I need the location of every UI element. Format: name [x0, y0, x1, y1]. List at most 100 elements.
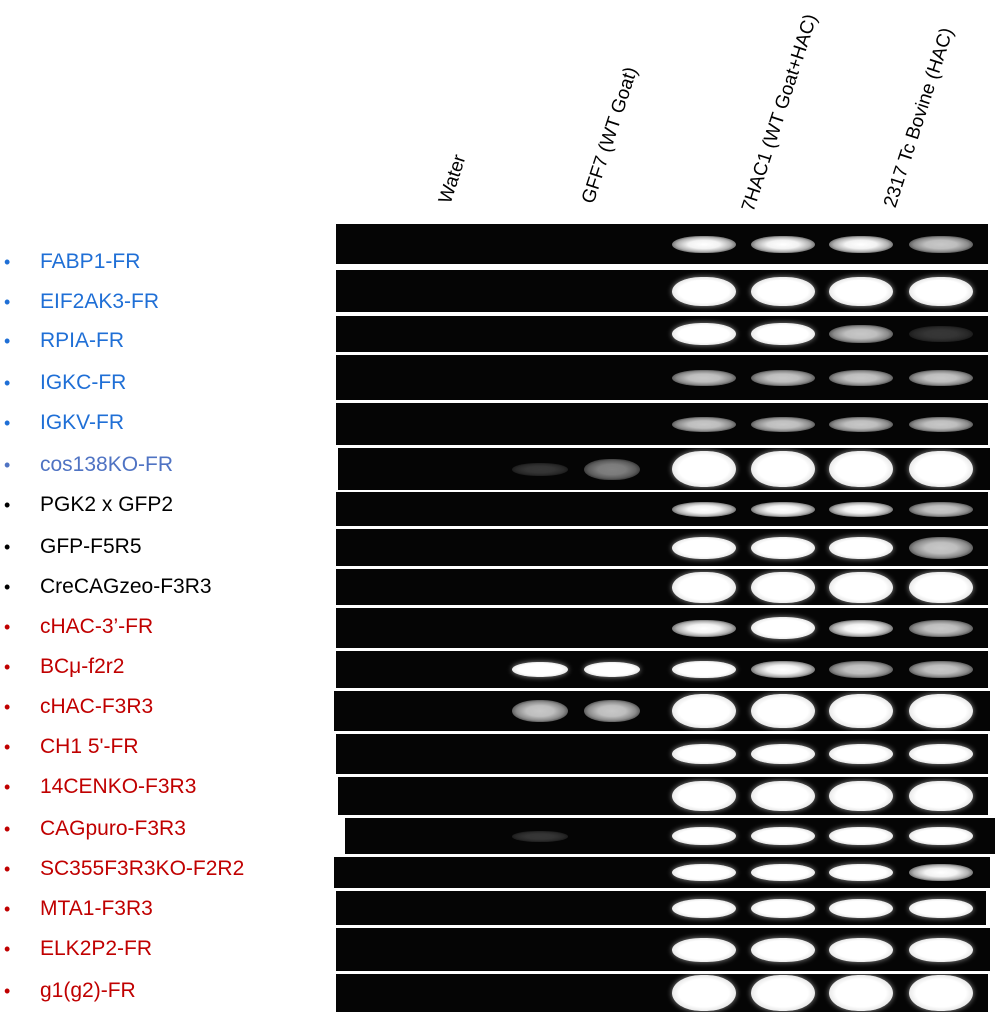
gel-band [751, 417, 815, 432]
gel-band [909, 277, 973, 306]
gel-band [672, 572, 736, 603]
row-label-text: CH1 5'-FR [40, 735, 139, 758]
gel-strip [336, 355, 988, 400]
row-label-text: RPIA-FR [40, 329, 124, 352]
gel-strip [336, 608, 988, 648]
row-label: • cHAC-F3R3 [0, 692, 153, 722]
row-label: • BCμ-f2r2 [0, 652, 124, 682]
gel-band [672, 864, 736, 881]
gel-band [751, 502, 815, 517]
gel-band [672, 323, 736, 345]
bullet-icon: • [4, 657, 11, 677]
gel-band [829, 236, 893, 253]
gel-band [751, 938, 815, 962]
gel-band [909, 975, 973, 1011]
row-label: • g1(g2)-FR [0, 976, 136, 1006]
gel-band [672, 277, 736, 306]
gel-strip [336, 492, 988, 526]
bullet-icon: • [4, 617, 11, 637]
row-label: • RPIA-FR [0, 326, 124, 356]
gel-band [672, 781, 736, 811]
gel-strip [338, 448, 990, 490]
row-label-text: cos138KO-FR [40, 453, 174, 476]
row-label: • ELK2P2-FR [0, 934, 152, 964]
gel-band [829, 938, 893, 962]
row-label: • CreCAGzeo-F3R3 [0, 572, 212, 602]
gel-band [909, 502, 973, 517]
row-label-text: CAGpuro-F3R3 [40, 817, 186, 840]
bullet-icon: • [4, 373, 11, 393]
row-label-text: MTA1-F3R3 [40, 897, 153, 920]
row-label: • GFP-F5R5 [0, 532, 142, 562]
gel-band [909, 572, 973, 603]
gel-band [751, 694, 815, 728]
gel-strip [336, 316, 988, 352]
row-label: • EIF2AK3-FR [0, 287, 159, 317]
gel-band [829, 899, 893, 918]
gel-strip [336, 529, 988, 566]
gel-band [829, 781, 893, 811]
bullet-icon: • [4, 292, 11, 312]
gel-band [751, 323, 815, 345]
gel-band [909, 451, 973, 487]
row-label: • cHAC-3’-FR [0, 612, 153, 642]
gel-band [672, 236, 736, 253]
lane-header-water: Water [435, 152, 471, 207]
gel-band [672, 502, 736, 517]
gel-band [672, 938, 736, 962]
gel-band [751, 617, 815, 639]
row-label: • IGKV-FR [0, 408, 124, 438]
gel-strip [338, 777, 988, 815]
bullet-icon: • [4, 737, 11, 757]
gel-band [751, 661, 815, 678]
gel-band [672, 451, 736, 487]
row-label: • MTA1-F3R3 [0, 894, 153, 924]
gel-band [751, 236, 815, 253]
row-label-text: GFP-F5R5 [40, 535, 142, 558]
gel-strip [336, 403, 988, 445]
gel-band [909, 661, 973, 678]
gel-band [512, 463, 568, 476]
row-label-text: FABP1-FR [40, 250, 141, 273]
gel-strip [334, 857, 990, 888]
row-label: • IGKC-FR [0, 368, 126, 398]
gel-band [829, 572, 893, 603]
gel-band [512, 662, 568, 677]
gel-band [829, 537, 893, 559]
gel-band [584, 700, 640, 722]
lane-header-gff7: GFF7 (WT Goat) [578, 64, 642, 207]
gel-strip [345, 818, 995, 854]
row-label: • FABP1-FR [0, 247, 140, 277]
gel-band [829, 325, 893, 343]
gel-band [672, 694, 736, 728]
bullet-icon: • [4, 413, 11, 433]
gel-band [909, 827, 973, 845]
row-label-text: EIF2AK3-FR [40, 290, 160, 313]
bullet-icon: • [4, 939, 11, 959]
gel-band [751, 744, 815, 764]
bullet-icon: • [4, 697, 11, 717]
gel-strip [336, 734, 988, 774]
gel-band [751, 277, 815, 306]
row-label: • CAGpuro-F3R3 [0, 814, 186, 844]
gel-band [672, 975, 736, 1011]
gel-band [751, 899, 815, 918]
gel-band [909, 236, 973, 253]
bullet-icon: • [4, 819, 11, 839]
gel-band [751, 537, 815, 559]
row-label: • PGK2 x GFP2 [0, 490, 173, 520]
gel-band [751, 864, 815, 881]
gel-band [672, 744, 736, 764]
gel-band [909, 781, 973, 811]
row-label-text: cHAC-3’-FR [40, 615, 154, 638]
gel-band [909, 864, 973, 881]
gel-band [512, 831, 568, 842]
bullet-icon: • [4, 981, 11, 1001]
gel-band [829, 827, 893, 845]
gel-band [829, 975, 893, 1011]
gel-band [909, 938, 973, 962]
bullet-icon: • [4, 495, 11, 515]
gel-band [909, 899, 973, 918]
gel-band [909, 417, 973, 432]
gel-band [584, 662, 640, 677]
